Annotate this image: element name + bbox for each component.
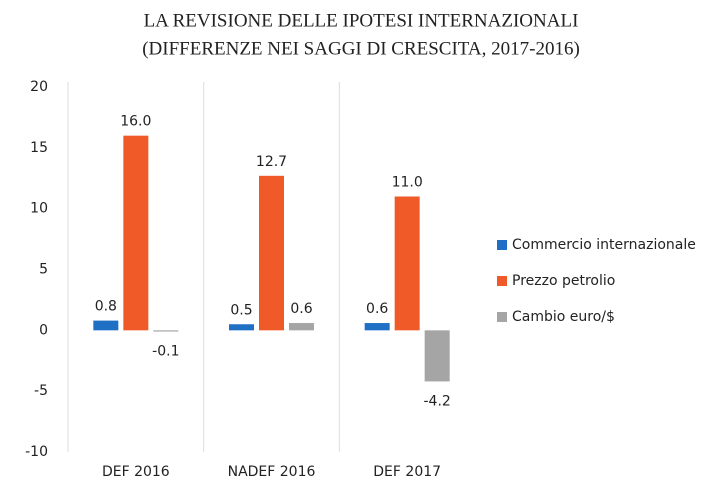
y-tick-label: -10	[25, 444, 48, 460]
bar	[93, 320, 119, 331]
x-tick-label: DEF 2016	[102, 464, 170, 480]
bar	[364, 323, 390, 331]
y-tick-label: 0	[39, 322, 48, 338]
data-label: 0.8	[95, 299, 117, 315]
y-tick-label: 5	[39, 262, 48, 278]
data-label: 0.6	[366, 301, 388, 317]
x-tick-label: NADEF 2016	[228, 464, 316, 480]
legend-swatch	[497, 312, 507, 322]
data-label: 0.5	[230, 302, 252, 318]
chart-subtitle: (DIFFERENZE NEI SAGGI DI CRESCITA, 2017-…	[142, 38, 580, 59]
bar	[289, 323, 314, 331]
data-label: 11.0	[392, 175, 423, 191]
legend-label: Commercio internazionale	[512, 237, 696, 253]
bar	[424, 330, 450, 382]
data-label: 16.0	[120, 114, 151, 130]
legend-label: Cambio euro/$	[512, 309, 615, 325]
x-tick-label: DEF 2017	[373, 464, 441, 480]
legend-swatch	[497, 240, 507, 250]
bar	[229, 324, 254, 331]
legend-swatch	[497, 276, 507, 286]
y-tick-label: 15	[30, 140, 48, 156]
bar	[394, 196, 420, 331]
bar	[123, 135, 149, 331]
data-label: -0.1	[152, 344, 179, 360]
data-label: -4.2	[424, 393, 451, 409]
chart-title: LA REVISIONE DELLE IPOTESI INTERNAZIONAL…	[144, 10, 579, 31]
y-tick-label: 20	[30, 79, 48, 95]
data-label: 0.6	[290, 301, 312, 317]
y-tick-label: -5	[34, 383, 48, 399]
data-label: 12.7	[256, 154, 287, 170]
y-tick-label: 10	[30, 201, 48, 217]
bar	[259, 175, 284, 331]
bar	[153, 330, 179, 332]
legend-label: Prezzo petrolio	[512, 273, 615, 289]
